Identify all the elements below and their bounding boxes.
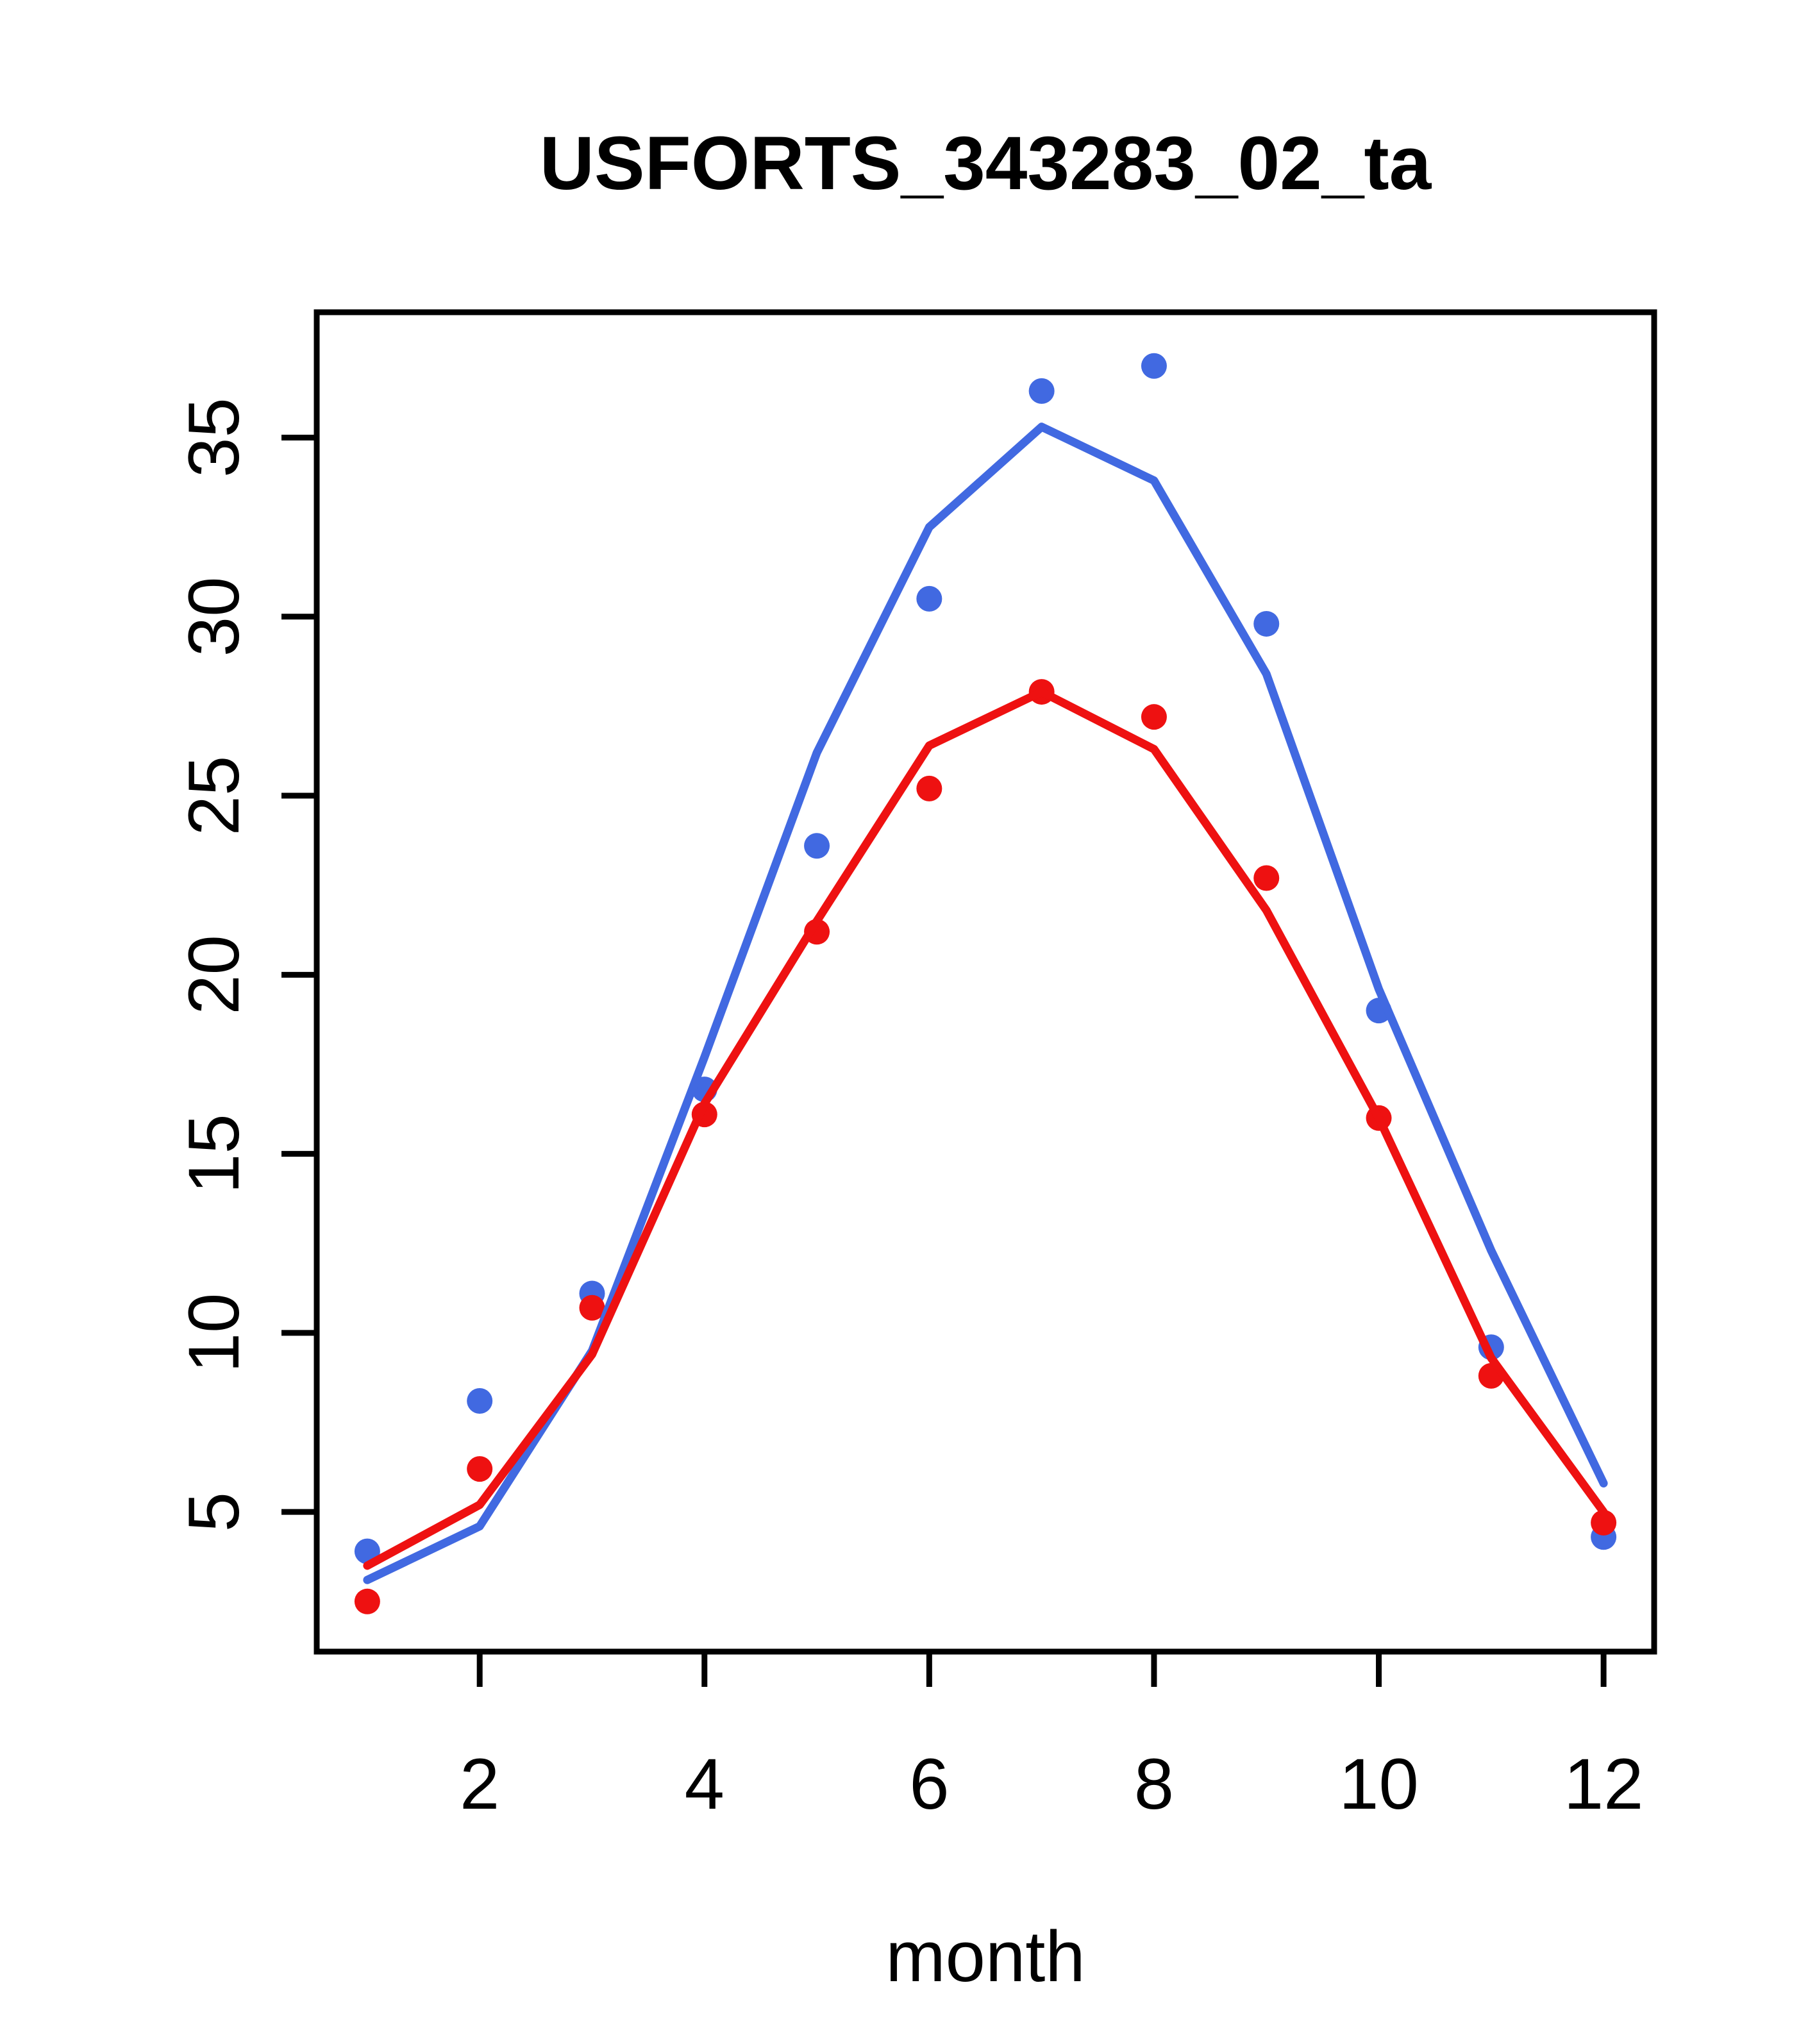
y-tick-label: 20: [174, 935, 254, 1015]
blue-point: [804, 833, 830, 859]
x-tick-label: 4: [685, 1744, 724, 1824]
y-tick-label: 15: [174, 1114, 254, 1194]
x-tick-label: 6: [909, 1744, 949, 1824]
red-point: [916, 775, 942, 801]
plot-area: 2 4 6 8 10 12 5 10 15 20 25 30 35: [174, 309, 1657, 1824]
y-tick-label: 25: [174, 756, 254, 836]
y-tick-label: 35: [174, 398, 254, 478]
red-point: [467, 1456, 493, 1482]
red-curve: [363, 687, 1608, 1570]
blue-point: [467, 1388, 493, 1414]
red-point: [1591, 1509, 1617, 1536]
plot-box: [314, 309, 1657, 1655]
x-tick-label: 2: [460, 1744, 499, 1824]
plot-title: USFORTS_343283_02_ta: [540, 121, 1432, 206]
x-tick-label: 8: [1134, 1744, 1174, 1824]
blue-point: [1141, 353, 1167, 379]
red-point: [579, 1294, 605, 1321]
red-point: [1141, 704, 1167, 730]
y-tick-label: 10: [174, 1293, 254, 1373]
red-point: [1253, 865, 1280, 891]
red-point: [354, 1588, 380, 1614]
x-tick-label: 10: [1339, 1744, 1419, 1824]
y-tick-label: 30: [174, 576, 254, 657]
blue-point: [916, 585, 942, 612]
x-axis-label: month: [885, 1916, 1085, 1997]
blue-point: [1253, 610, 1280, 637]
x-tick-label: 12: [1564, 1744, 1644, 1824]
blue-point: [1028, 378, 1055, 404]
y-tick-label: 5: [174, 1492, 254, 1532]
